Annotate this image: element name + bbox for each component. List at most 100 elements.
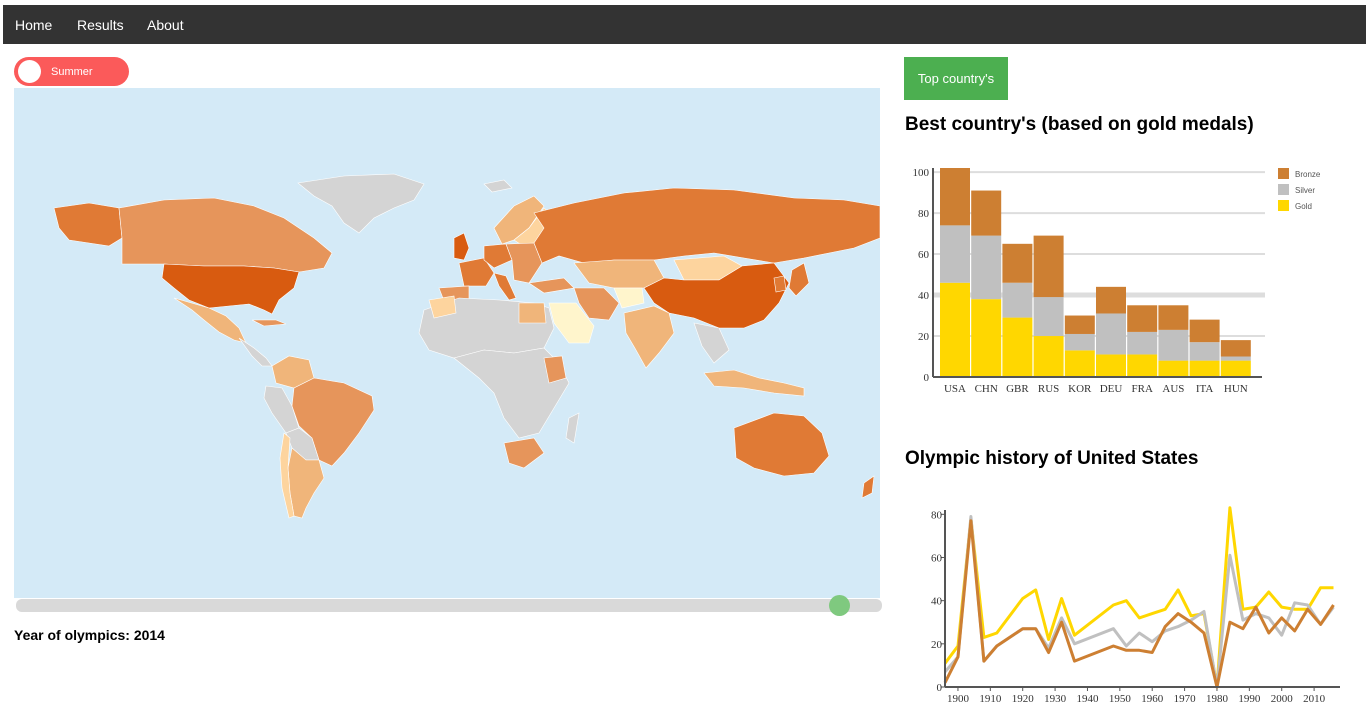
year-slider-thumb[interactable] [829, 595, 850, 616]
bar-silver-rus[interactable] [1033, 297, 1064, 337]
country-cuba[interactable] [251, 319, 287, 327]
line-series-bronze[interactable] [943, 519, 1335, 689]
country-egypt[interactable] [518, 302, 547, 324]
bar-silver-gbr[interactable] [1002, 282, 1033, 318]
bar-gold-aus[interactable] [1158, 360, 1189, 377]
best-countries-title: Best country's (based on gold medals) [905, 114, 1254, 135]
bar-silver-chn[interactable] [971, 235, 1002, 300]
country-korea[interactable] [773, 275, 787, 293]
bar-bronze-ita[interactable] [1189, 319, 1220, 343]
bar-bronze-fra[interactable] [1127, 305, 1158, 332]
country-afghanistan[interactable] [613, 287, 645, 309]
country-southeast-asia[interactable] [693, 322, 730, 364]
country-saudi-arabia[interactable] [548, 302, 595, 344]
season-toggle[interactable]: Summer [14, 57, 129, 86]
country-iceland[interactable] [483, 179, 513, 193]
bar-silver-usa[interactable] [940, 225, 970, 283]
world-map[interactable] [14, 88, 880, 598]
bar-x-tick-label: HUN [1224, 383, 1248, 395]
line-y-tick-label: 0 [937, 682, 943, 694]
world-map-svg[interactable] [14, 88, 880, 598]
top-countries-button[interactable]: Top country's [904, 57, 1008, 100]
country-turkey[interactable] [528, 277, 575, 294]
country-indonesia[interactable] [703, 369, 805, 397]
bar-x-tick-label: GBR [1006, 383, 1029, 395]
toggle-knob [18, 60, 41, 83]
country-chile[interactable] [279, 432, 295, 519]
country-alaska[interactable] [53, 202, 123, 247]
bar-bronze-chn[interactable] [971, 190, 1002, 236]
country-australia[interactable] [733, 412, 830, 477]
bar-legend: Bronze Silver Gold [1278, 168, 1321, 211]
line-x-axis: 1900 1910 1920 1930 1940 1950 1960 1970 1980 1990… [947, 687, 1326, 705]
legend-gold-label: Gold [1295, 202, 1312, 211]
bar-bronze-usa[interactable] [940, 168, 970, 226]
country-kenya[interactable] [543, 355, 567, 384]
country-canada[interactable] [118, 197, 333, 273]
country-japan[interactable] [788, 262, 810, 297]
line-y-tick-label: 60 [931, 552, 943, 564]
bar-gold-rus[interactable] [1033, 336, 1064, 377]
country-central-africa[interactable] [453, 347, 570, 439]
bar-silver-aus[interactable] [1158, 329, 1189, 361]
legend-bronze-label: Bronze [1295, 170, 1321, 179]
country-italy[interactable] [493, 272, 517, 301]
country-brazil[interactable] [291, 377, 375, 467]
country-kazakhstan[interactable] [573, 259, 665, 289]
bar-x-tick-label: USA [944, 383, 966, 395]
nav-home-link[interactable]: Home [15, 17, 53, 33]
bar-silver-kor[interactable] [1064, 333, 1095, 351]
country-greenland[interactable] [297, 173, 425, 234]
bar-bronze-kor[interactable] [1064, 315, 1095, 334]
country-germany[interactable] [483, 243, 513, 269]
bar-bronze-deu[interactable] [1096, 286, 1126, 314]
line-series-gold[interactable] [943, 506, 1334, 689]
bar-gold-ita[interactable] [1189, 360, 1220, 377]
line-x-tick-label: 1900 [947, 693, 970, 705]
bar-gold-kor[interactable] [1064, 350, 1095, 377]
country-new-zealand[interactable] [861, 475, 875, 499]
country-south-africa[interactable] [503, 437, 545, 469]
line-marks [943, 506, 1335, 689]
year-label: Year of olympics: 2014 [14, 627, 165, 643]
country-india[interactable] [623, 305, 675, 369]
bar-silver-hun[interactable] [1220, 356, 1251, 361]
bar-gold-deu[interactable] [1096, 354, 1126, 377]
year-slider-track[interactable] [16, 599, 882, 612]
bar-gold-chn[interactable] [971, 299, 1002, 377]
bar-gold-usa[interactable] [940, 282, 970, 377]
line-x-tick-label: 1960 [1141, 693, 1164, 705]
line-x-tick-label: 1920 [1012, 693, 1035, 705]
country-morocco[interactable] [428, 295, 457, 319]
bar-bronze-aus[interactable] [1158, 305, 1189, 330]
country-uk[interactable] [453, 232, 470, 261]
country-france[interactable] [458, 257, 495, 287]
bar-silver-deu[interactable] [1096, 313, 1126, 355]
bar-x-tick-label: CHN [975, 383, 998, 395]
country-central-america[interactable] [238, 337, 273, 367]
nav-results-link[interactable]: Results [77, 17, 124, 33]
bar-gold-hun[interactable] [1220, 360, 1251, 377]
line-x-tick-label: 2010 [1303, 693, 1326, 705]
line-x-tick-label: 1990 [1238, 693, 1261, 705]
bar-bronze-hun[interactable] [1220, 340, 1251, 357]
line-y-tick-label: 20 [931, 639, 943, 651]
country-china[interactable] [643, 262, 790, 329]
country-madagascar[interactable] [565, 412, 580, 444]
bar-marks [940, 168, 1251, 377]
country-usa[interactable] [161, 263, 300, 315]
country-mexico[interactable] [173, 297, 247, 344]
bar-silver-ita[interactable] [1189, 342, 1220, 361]
bar-bronze-gbr[interactable] [1002, 243, 1033, 283]
bar-bronze-rus[interactable] [1033, 235, 1064, 298]
bar-gold-fra[interactable] [1127, 354, 1158, 377]
country-russia[interactable] [533, 187, 880, 264]
line-x-tick-label: 1940 [1076, 693, 1099, 705]
country-iran[interactable] [573, 287, 620, 321]
bar-x-tick-label: FRA [1131, 383, 1152, 395]
bar-gold-gbr[interactable] [1002, 317, 1033, 377]
bar-silver-fra[interactable] [1127, 331, 1158, 355]
bar-y-tick-label: 80 [918, 208, 930, 220]
nav-about-link[interactable]: About [147, 17, 184, 33]
